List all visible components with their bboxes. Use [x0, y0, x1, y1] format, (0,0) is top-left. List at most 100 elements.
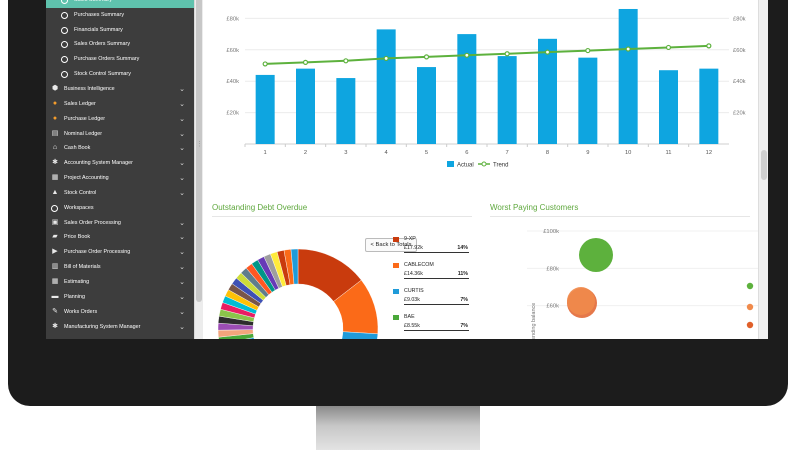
sidebar-item[interactable]: ⌂ Cash Book ⌄ — [46, 141, 194, 156]
trend-point — [625, 46, 631, 52]
sidebar-item[interactable]: ▶ Purchase Order Processing ⌄ — [46, 245, 194, 260]
sidebar-item[interactable]: ✎ Works Orders ⌄ — [46, 305, 194, 320]
bar — [699, 68, 719, 144]
legend-name: CABLECOM — [404, 262, 434, 268]
x-tick-label: 6 — [465, 150, 468, 156]
gear-icon: ✱ — [52, 322, 58, 330]
sidebar-item-label: Purchase Order Processing — [64, 249, 131, 256]
sidebar-item-label: Business Intelligence — [64, 85, 115, 92]
sidebar-item[interactable]: Sales Summary — [46, 0, 194, 8]
sidebar-item[interactable]: ▣ Sales Order Processing ⌄ — [46, 216, 194, 231]
sidebar-item-label: Nominal Ledger — [64, 130, 103, 137]
splitter-grip-icon[interactable]: ⋮ — [196, 141, 203, 148]
chevron-down-icon[interactable]: ⌄ — [179, 85, 185, 93]
sidebar-item-label: Workspaces — [64, 204, 94, 211]
legend-swatch — [393, 315, 399, 320]
legend-swatch — [393, 289, 399, 294]
sidebar-item-label: Stock Control — [64, 189, 97, 196]
x-tick-label: 7 — [506, 150, 509, 156]
sidebar-item[interactable]: ✱ Accounting System Manager ⌄ — [46, 156, 194, 171]
chevron-down-icon[interactable]: ⌄ — [179, 323, 185, 331]
chevron-down-icon[interactable]: ⌄ — [179, 115, 185, 123]
trend-point — [423, 54, 430, 60]
chevron-down-icon[interactable]: ⌄ — [179, 234, 185, 242]
sidebar-item[interactable]: ⬢ Business Intelligence ⌄ — [46, 82, 194, 97]
x-tick-label: 1 — [264, 150, 267, 156]
sidebar-item[interactable]: ▬ Planning ⌄ — [46, 290, 194, 305]
bar — [578, 57, 598, 144]
main-scrollbar[interactable] — [758, 0, 768, 339]
sidebar-item[interactable]: ▦ Estimating ⌄ — [46, 275, 194, 290]
chevron-down-icon[interactable]: ⌄ — [179, 189, 185, 197]
trend-point — [343, 58, 349, 64]
trend-point — [706, 43, 712, 49]
sidebar-scrollbar[interactable]: ⋮ — [194, 0, 203, 339]
sidebar-item[interactable]: ● Sales Ledger ⌄ — [46, 97, 194, 112]
globe-icon — [61, 26, 68, 34]
bar — [255, 74, 275, 144]
sidebar-item[interactable]: Purchase Orders Summary — [46, 52, 194, 67]
legend-amount: £9.03k — [404, 297, 420, 303]
debt-legend-item[interactable]: 9-XP £17.92k 14% — [393, 236, 473, 256]
debt-legend-item[interactable]: CABLECOM £14.36k 11% — [393, 262, 473, 282]
back-to-totals-button[interactable]: < Back to Totals — [365, 238, 417, 252]
y-tick-label-left: £80k — [226, 16, 239, 22]
sidebar-item[interactable]: Purchases Summary — [46, 8, 194, 23]
truck-icon: ▶ — [52, 248, 58, 256]
chevron-down-icon[interactable]: ⌄ — [179, 264, 185, 272]
sidebar-item-label: Sales Orders Summary — [74, 41, 131, 48]
scatter-y-tick: £60k — [546, 304, 559, 310]
scatter-legend-marker — [746, 303, 754, 311]
legend-underline — [404, 304, 469, 305]
monitor-bezel: ◕Summaries⌃Sales SummaryPurchases Summar… — [8, 0, 788, 406]
sidebar: ◕Summaries⌃Sales SummaryPurchases Summar… — [46, 0, 194, 339]
sidebar-item[interactable]: Workspaces — [46, 201, 194, 216]
main-scroll-thumb[interactable] — [761, 150, 767, 180]
sidebar-item[interactable]: Sales Orders Summary — [46, 37, 194, 52]
chevron-down-icon[interactable]: ⌄ — [179, 100, 185, 108]
sidebar-item[interactable]: ▰ Price Book ⌄ — [46, 230, 194, 245]
sidebar-item[interactable]: Financials Summary — [46, 23, 194, 38]
person-icon: ● — [52, 99, 58, 107]
sidebar-item-label: Sales Summary — [74, 0, 112, 8]
y-tick-label-left: £60k — [226, 48, 239, 54]
trend-point — [383, 55, 389, 62]
bar — [538, 38, 557, 144]
scatter-y-tick: £100k — [543, 229, 559, 235]
x-tick-label: 2 — [304, 150, 307, 156]
chevron-down-icon[interactable]: ⌄ — [179, 279, 185, 286]
gear-icon: ✱ — [52, 159, 58, 167]
debt-legend-item[interactable]: CURTIS £9.03k 7% — [393, 288, 473, 308]
trend-point — [504, 51, 510, 57]
trend-point — [302, 59, 309, 65]
legend-percent: 14% — [457, 245, 468, 251]
legend-actual-label: Actual — [457, 163, 474, 169]
sidebar-item[interactable]: ● Purchase Ledger ⌄ — [46, 112, 194, 127]
chevron-down-icon[interactable]: ⌄ — [179, 175, 185, 183]
chevron-down-icon[interactable]: ⌄ — [179, 160, 185, 168]
scatter-legend-marker — [746, 321, 754, 329]
bank-icon: ⌂ — [52, 144, 58, 152]
chevron-down-icon[interactable]: ⌄ — [179, 219, 185, 227]
sidebar-item[interactable]: ▤ Nominal Ledger ⌄ — [46, 127, 194, 142]
chevron-down-icon[interactable]: ⌄ — [179, 293, 185, 301]
sidebar-scroll-thumb[interactable] — [196, 0, 202, 302]
sidebar-item[interactable]: ▲ Stock Control ⌄ — [46, 186, 194, 201]
cube-icon: ⬢ — [51, 84, 59, 92]
sidebar-item[interactable]: ✱ Manufacturing System Manager ⌄ — [46, 320, 194, 335]
sidebar-item[interactable]: ▥ Bill of Materials ⌄ — [46, 260, 194, 275]
legend-name: 9-XP — [404, 236, 416, 242]
legend-percent: 7% — [460, 323, 468, 329]
sidebar-item-label: Works Orders — [64, 308, 98, 315]
legend-percent: 7% — [460, 297, 468, 303]
chevron-down-icon[interactable]: ⌄ — [179, 145, 185, 153]
chevron-down-icon[interactable]: ⌄ — [179, 130, 185, 138]
sales-chart: £20k£20k£40k£40k£60k£60k£80k£80k£100k£10… — [217, 8, 758, 339]
legend-swatch — [393, 237, 399, 242]
sidebar-item[interactable]: ▦ Project Accounting ⌄ — [46, 171, 194, 186]
chevron-down-icon[interactable]: ⌄ — [179, 308, 185, 316]
sidebar-item[interactable]: Stock Control Summary — [46, 67, 194, 82]
bar — [497, 56, 517, 144]
debt-legend-item[interactable]: BAE £8.55k 7% — [393, 314, 473, 334]
chevron-down-icon[interactable]: ⌄ — [179, 249, 185, 257]
